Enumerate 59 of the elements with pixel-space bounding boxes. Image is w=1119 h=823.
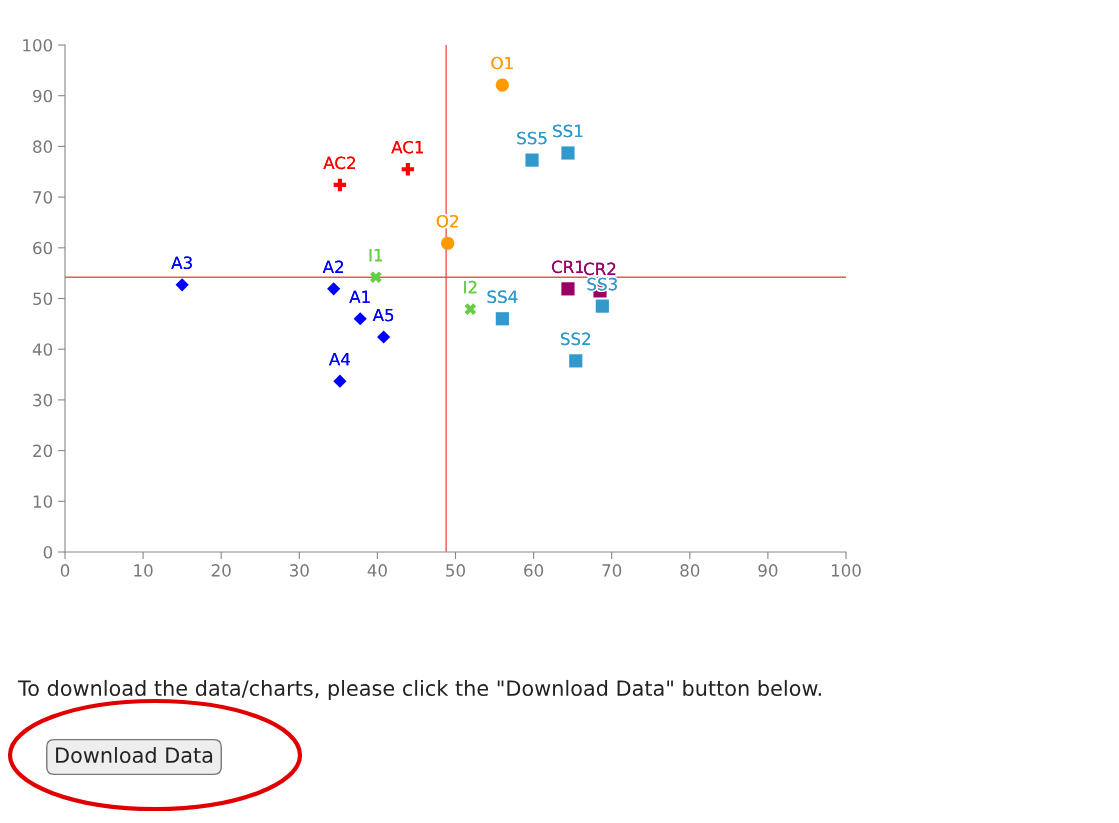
x-tick-label: 30 [289,564,309,577]
data-label: A2 [322,260,343,273]
point [495,78,509,92]
data-label: SS5 [517,131,547,145]
data-label: CR1 [551,260,584,274]
y-tick-label: 70 [33,191,53,204]
data-label: CR2 [584,262,616,276]
data-label: A1 [349,290,370,303]
data-label: SS1 [553,124,583,138]
text: Download Data [56,746,213,764]
x-tick-label: 100 [831,564,861,577]
y-tick-label: 60 [33,241,53,255]
x-tick-label: 90 [758,564,778,577]
point [377,330,391,344]
point [175,278,189,292]
y-tick-label: 10 [33,495,53,508]
point [333,374,347,388]
text: To download the data/charts, please click the "Download Data" button below. [17,679,821,701]
data-label: SS4 [487,290,518,304]
point [595,299,609,313]
x-tick-label: 60 [524,564,544,577]
point [561,282,575,296]
x-tick-label: 50 [446,564,465,577]
data-label: AC2 [323,156,355,170]
y-tick-label: 100 [23,38,53,52]
y-tick-label: 90 [33,89,53,103]
data-label: SS3 [587,277,617,291]
y-tick-label: 80 [33,140,53,153]
data-label: A5 [372,308,394,322]
x-tick-label: 40 [367,564,387,577]
point [569,354,583,368]
y-tick-label: 40 [32,343,53,356]
point [495,312,509,326]
point [464,303,477,315]
point [370,271,382,284]
point [441,236,455,250]
data-label: O2 [436,214,458,228]
data-label: A3 [171,256,192,270]
y-tick-label: 0 [43,545,53,559]
x-tick-label: 80 [680,564,700,577]
y-tick-label: 20 [33,444,53,458]
point [525,153,539,167]
x-tick-label: 20 [211,564,231,577]
x-tick-label: 10 [134,564,153,577]
data-label: SS2 [560,332,590,346]
data-label: I1 [369,249,383,262]
x-tick-label: 70 [602,564,622,577]
y-tick-label: 50 [33,292,53,306]
point [561,146,575,160]
point [353,312,367,326]
x-tick-label: 0 [60,564,70,577]
point [333,178,347,192]
data-label: A4 [329,353,350,366]
y-tick-label: 30 [33,393,53,407]
point [327,282,341,296]
data-label: O1 [491,56,513,70]
data-label: AC1 [391,140,423,154]
point [401,163,415,176]
data-label: I2 [464,280,477,294]
